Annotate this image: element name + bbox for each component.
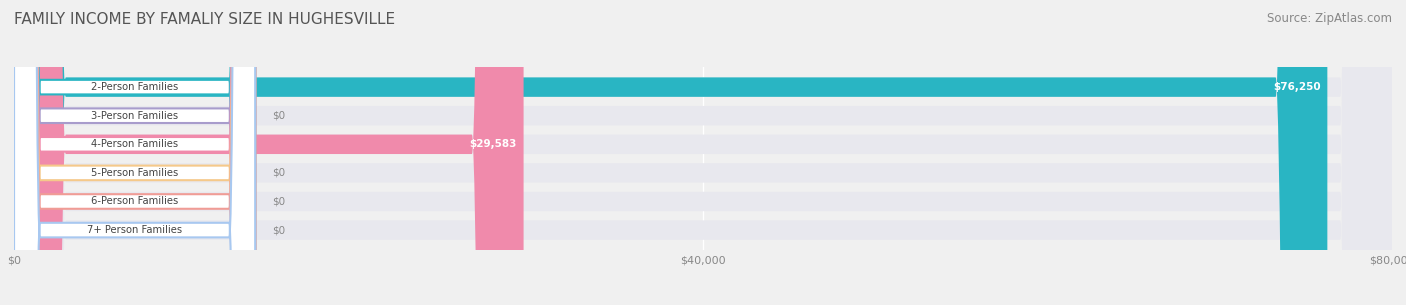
Text: $0: $0	[271, 196, 285, 206]
Text: $76,250: $76,250	[1272, 82, 1320, 92]
FancyBboxPatch shape	[14, 0, 256, 305]
Text: FAMILY INCOME BY FAMALIY SIZE IN HUGHESVILLE: FAMILY INCOME BY FAMALIY SIZE IN HUGHESV…	[14, 12, 395, 27]
Text: 3-Person Families: 3-Person Families	[91, 111, 179, 121]
Text: 4-Person Families: 4-Person Families	[91, 139, 179, 149]
Text: 7+ Person Families: 7+ Person Families	[87, 225, 183, 235]
FancyBboxPatch shape	[14, 0, 1392, 305]
Text: $0: $0	[271, 225, 285, 235]
Text: Source: ZipAtlas.com: Source: ZipAtlas.com	[1267, 12, 1392, 25]
FancyBboxPatch shape	[14, 0, 256, 305]
FancyBboxPatch shape	[14, 0, 1392, 305]
Text: $29,583: $29,583	[470, 139, 516, 149]
FancyBboxPatch shape	[14, 0, 256, 305]
FancyBboxPatch shape	[14, 0, 1392, 305]
FancyBboxPatch shape	[14, 0, 256, 305]
FancyBboxPatch shape	[14, 0, 256, 305]
FancyBboxPatch shape	[14, 0, 1392, 305]
FancyBboxPatch shape	[14, 0, 1392, 305]
FancyBboxPatch shape	[14, 0, 1392, 305]
Text: 5-Person Families: 5-Person Families	[91, 168, 179, 178]
Text: $0: $0	[271, 168, 285, 178]
FancyBboxPatch shape	[14, 0, 1327, 305]
Text: 6-Person Families: 6-Person Families	[91, 196, 179, 206]
Text: 2-Person Families: 2-Person Families	[91, 82, 179, 92]
Text: $0: $0	[271, 111, 285, 121]
FancyBboxPatch shape	[14, 0, 256, 305]
FancyBboxPatch shape	[14, 0, 523, 305]
